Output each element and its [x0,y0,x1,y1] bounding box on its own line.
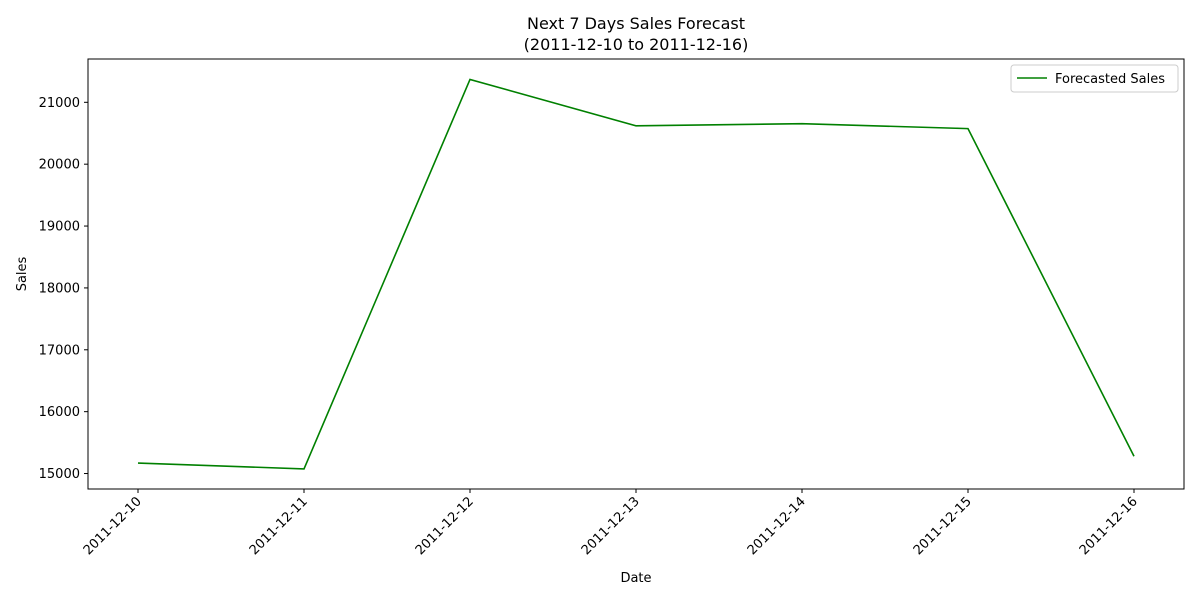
chart-title: Next 7 Days Sales Forecast [527,14,745,33]
y-tick-label: 19000 [39,220,80,235]
x-tick-label: 2011-12-13 [579,494,643,558]
y-tick-label: 18000 [39,281,80,296]
legend-box [1010,64,1179,93]
x-tick-label: 2011-12-11 [247,494,311,558]
x-tick-label: 2011-12-15 [911,494,975,558]
chart-subtitle: (2011-12-10 to 2011-12-16) [524,35,749,54]
y-tick-label: 15000 [39,467,80,482]
y-tick-label: 17000 [39,343,80,358]
forecasted-sales-line [137,78,1135,470]
plot-area-frame [87,58,1185,490]
x-tick-label: 2011-12-16 [1077,494,1141,558]
x-tick-label: 2011-12-10 [81,494,145,558]
y-tick-label: 16000 [39,405,80,420]
y-axis-label: Sales [15,256,30,291]
y-tick-label: 21000 [39,96,80,111]
x-axis-label: Date [620,571,651,586]
x-tick-label: 2011-12-12 [413,494,477,558]
y-tick-label: 20000 [39,158,80,173]
y-axis-ticks: 15000 16000 17000 18000 19000 20000 21000 [39,96,88,482]
x-axis-ticks: 2011-12-10 2011-12-11 2011-12-12 2011-12-13… [81,489,1141,558]
x-tick-label: 2011-12-14 [745,494,809,558]
legend-label: Forecasted Sales [1055,72,1165,87]
legend: Forecasted Sales [1010,64,1179,93]
